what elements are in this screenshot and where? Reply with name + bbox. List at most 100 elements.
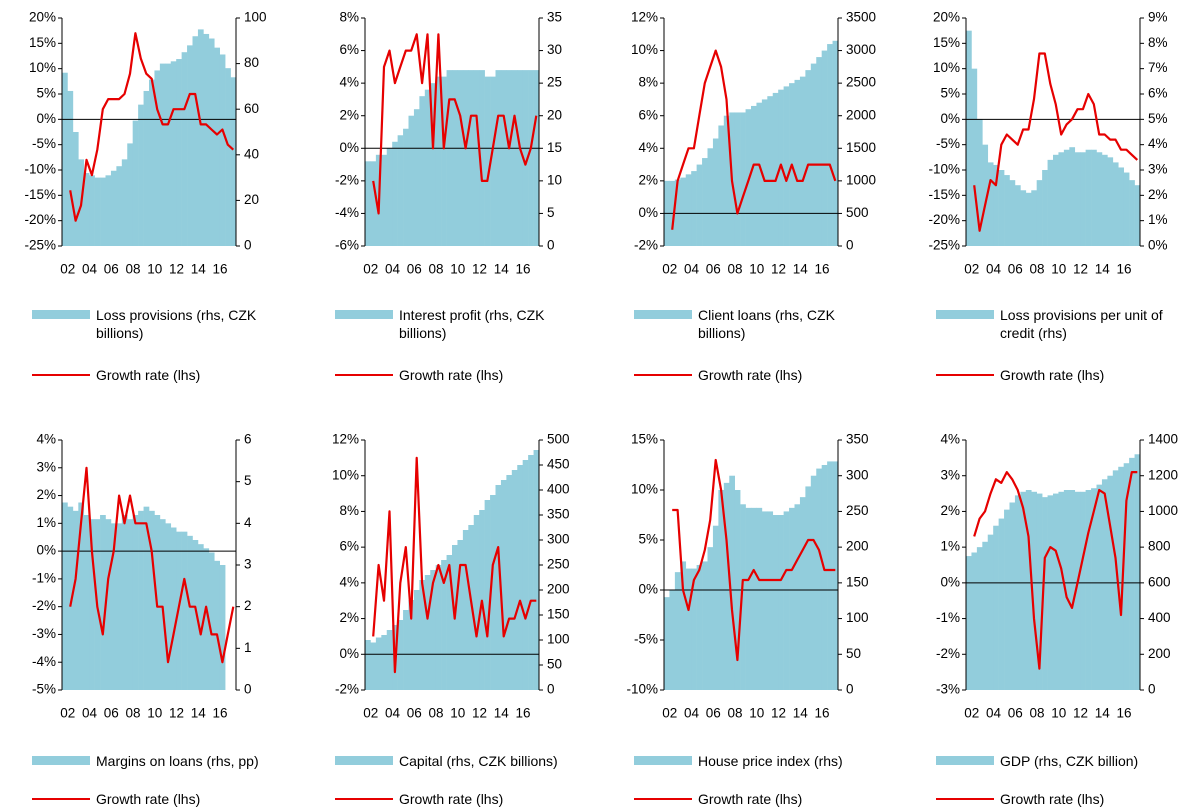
x-tick-label: 14 — [1095, 262, 1111, 277]
x-tick-label: 14 — [793, 706, 809, 721]
bar — [1042, 497, 1048, 690]
y2-tick-label: 10 — [547, 172, 562, 187]
y2-tick-label: 1200 — [1148, 467, 1178, 482]
y2-tick-label: 1500 — [846, 140, 876, 155]
legend-swatch — [634, 374, 692, 376]
bar — [1020, 190, 1027, 246]
x-tick-label: 02 — [662, 706, 677, 721]
bar — [159, 519, 166, 690]
y-tick-label: -1% — [32, 570, 56, 585]
bar — [816, 57, 822, 247]
bar — [381, 154, 388, 246]
y2-tick-label: 30 — [547, 42, 562, 57]
bar — [761, 99, 768, 246]
bar — [506, 475, 513, 690]
bar — [685, 568, 692, 690]
x-tick-label: 08 — [125, 262, 140, 277]
bar — [225, 68, 231, 246]
bar — [761, 511, 768, 690]
bar — [408, 600, 415, 690]
legend-item: House price index (rhs) — [634, 752, 878, 770]
legend-item: Growth rate (lhs) — [32, 790, 276, 808]
y2-tick-label: 0 — [547, 682, 555, 697]
x-tick-label: 14 — [494, 706, 510, 721]
bar — [110, 523, 117, 690]
bar — [1096, 152, 1103, 246]
y2-tick-label: 0 — [547, 238, 555, 253]
bar — [435, 76, 442, 246]
bar — [468, 70, 475, 246]
x-tick-label: 02 — [363, 706, 378, 721]
bar — [457, 70, 464, 246]
bar — [1047, 495, 1054, 690]
bar — [78, 502, 85, 690]
legend-swatch — [936, 374, 994, 376]
bar — [203, 33, 210, 247]
bar — [723, 115, 730, 246]
y2-tick-label: 50 — [846, 646, 861, 661]
y-tick-label: 2% — [339, 107, 359, 122]
bar — [1085, 490, 1092, 690]
bar — [500, 70, 507, 246]
bar — [430, 83, 436, 247]
x-tick-label: 12 — [472, 706, 487, 721]
bar — [121, 515, 128, 690]
bar — [1025, 490, 1032, 690]
bar — [214, 560, 220, 690]
y-tick-label: 2% — [940, 503, 960, 518]
bar — [789, 507, 795, 690]
y2-tick-label: 25 — [547, 75, 562, 90]
bar — [971, 552, 978, 690]
x-tick-label: 02 — [60, 706, 75, 721]
y2-tick-label: 150 — [846, 574, 869, 589]
bar — [176, 59, 182, 246]
bar — [794, 79, 801, 246]
bar — [827, 44, 833, 246]
x-tick-label: 12 — [771, 262, 786, 277]
y2-tick-label: 2500 — [846, 75, 876, 90]
bar — [1123, 172, 1130, 246]
y-tick-label: 4% — [339, 574, 359, 589]
y-tick-label: 0% — [638, 205, 658, 220]
x-tick-label: 06 — [407, 706, 422, 721]
bar — [522, 70, 529, 246]
y-tick-label: 12% — [332, 432, 359, 447]
bar — [462, 70, 469, 246]
bar — [821, 50, 828, 247]
x-tick-label: 06 — [706, 262, 721, 277]
bar — [718, 125, 725, 246]
y2-tick-label: 300 — [846, 467, 869, 482]
bar — [457, 540, 464, 690]
legend-item: GDP (rhs, CZK billion) — [936, 752, 1180, 770]
bar — [127, 519, 133, 690]
bar — [1053, 154, 1059, 246]
legend-swatch — [335, 310, 393, 319]
y-tick-label: -1% — [936, 610, 960, 625]
bar — [1058, 152, 1065, 246]
x-tick-label: 06 — [706, 706, 721, 721]
legend-label: Growth rate (lhs) — [96, 367, 201, 383]
y-tick-label: 0% — [339, 646, 359, 661]
y-tick-label: 2% — [36, 487, 56, 502]
x-tick-label: 02 — [964, 706, 979, 721]
legend-swatch — [634, 756, 692, 765]
bar — [976, 547, 983, 690]
bar — [67, 506, 74, 690]
bar — [680, 561, 687, 690]
bar — [413, 109, 420, 246]
bar — [827, 461, 833, 690]
y2-tick-label: 250 — [547, 557, 570, 572]
bar — [386, 630, 393, 690]
y2-tick-label: 0 — [846, 682, 854, 697]
bar — [230, 77, 237, 246]
y-tick-label: 4% — [638, 140, 658, 155]
bar — [435, 565, 442, 690]
panel: -2% 0% 2% 4% 6% 8% 10% 12% 0 50 100 150 200 250 300 350… — [332, 432, 570, 721]
bar — [674, 572, 681, 690]
y2-tick-label: 9% — [1148, 10, 1168, 25]
bar — [1118, 167, 1124, 246]
y-tick-label: 15% — [631, 432, 658, 447]
x-tick-label: 08 — [727, 706, 742, 721]
legend-label: House price index (rhs) — [698, 753, 843, 769]
